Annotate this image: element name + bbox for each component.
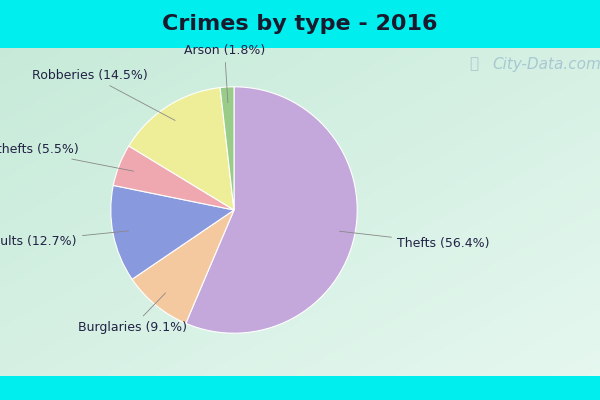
Wedge shape [220,87,234,210]
Text: Burglaries (9.1%): Burglaries (9.1%) [78,293,187,334]
Wedge shape [111,185,234,279]
Bar [0,376,600,400]
Text: ⓘ: ⓘ [469,56,479,72]
Text: Assaults (12.7%): Assaults (12.7%) [0,231,128,248]
Bar [0,0,600,48]
Text: Auto thefts (5.5%): Auto thefts (5.5%) [0,143,134,171]
Text: Thefts (56.4%): Thefts (56.4%) [340,231,490,250]
Text: Robberies (14.5%): Robberies (14.5%) [32,68,175,120]
Text: City-Data.com: City-Data.com [492,56,600,72]
Wedge shape [132,210,234,323]
Text: Crimes by type - 2016: Crimes by type - 2016 [162,14,438,34]
Wedge shape [113,146,234,210]
Wedge shape [129,88,234,210]
Wedge shape [186,87,357,333]
Text: Arson (1.8%): Arson (1.8%) [184,44,265,103]
